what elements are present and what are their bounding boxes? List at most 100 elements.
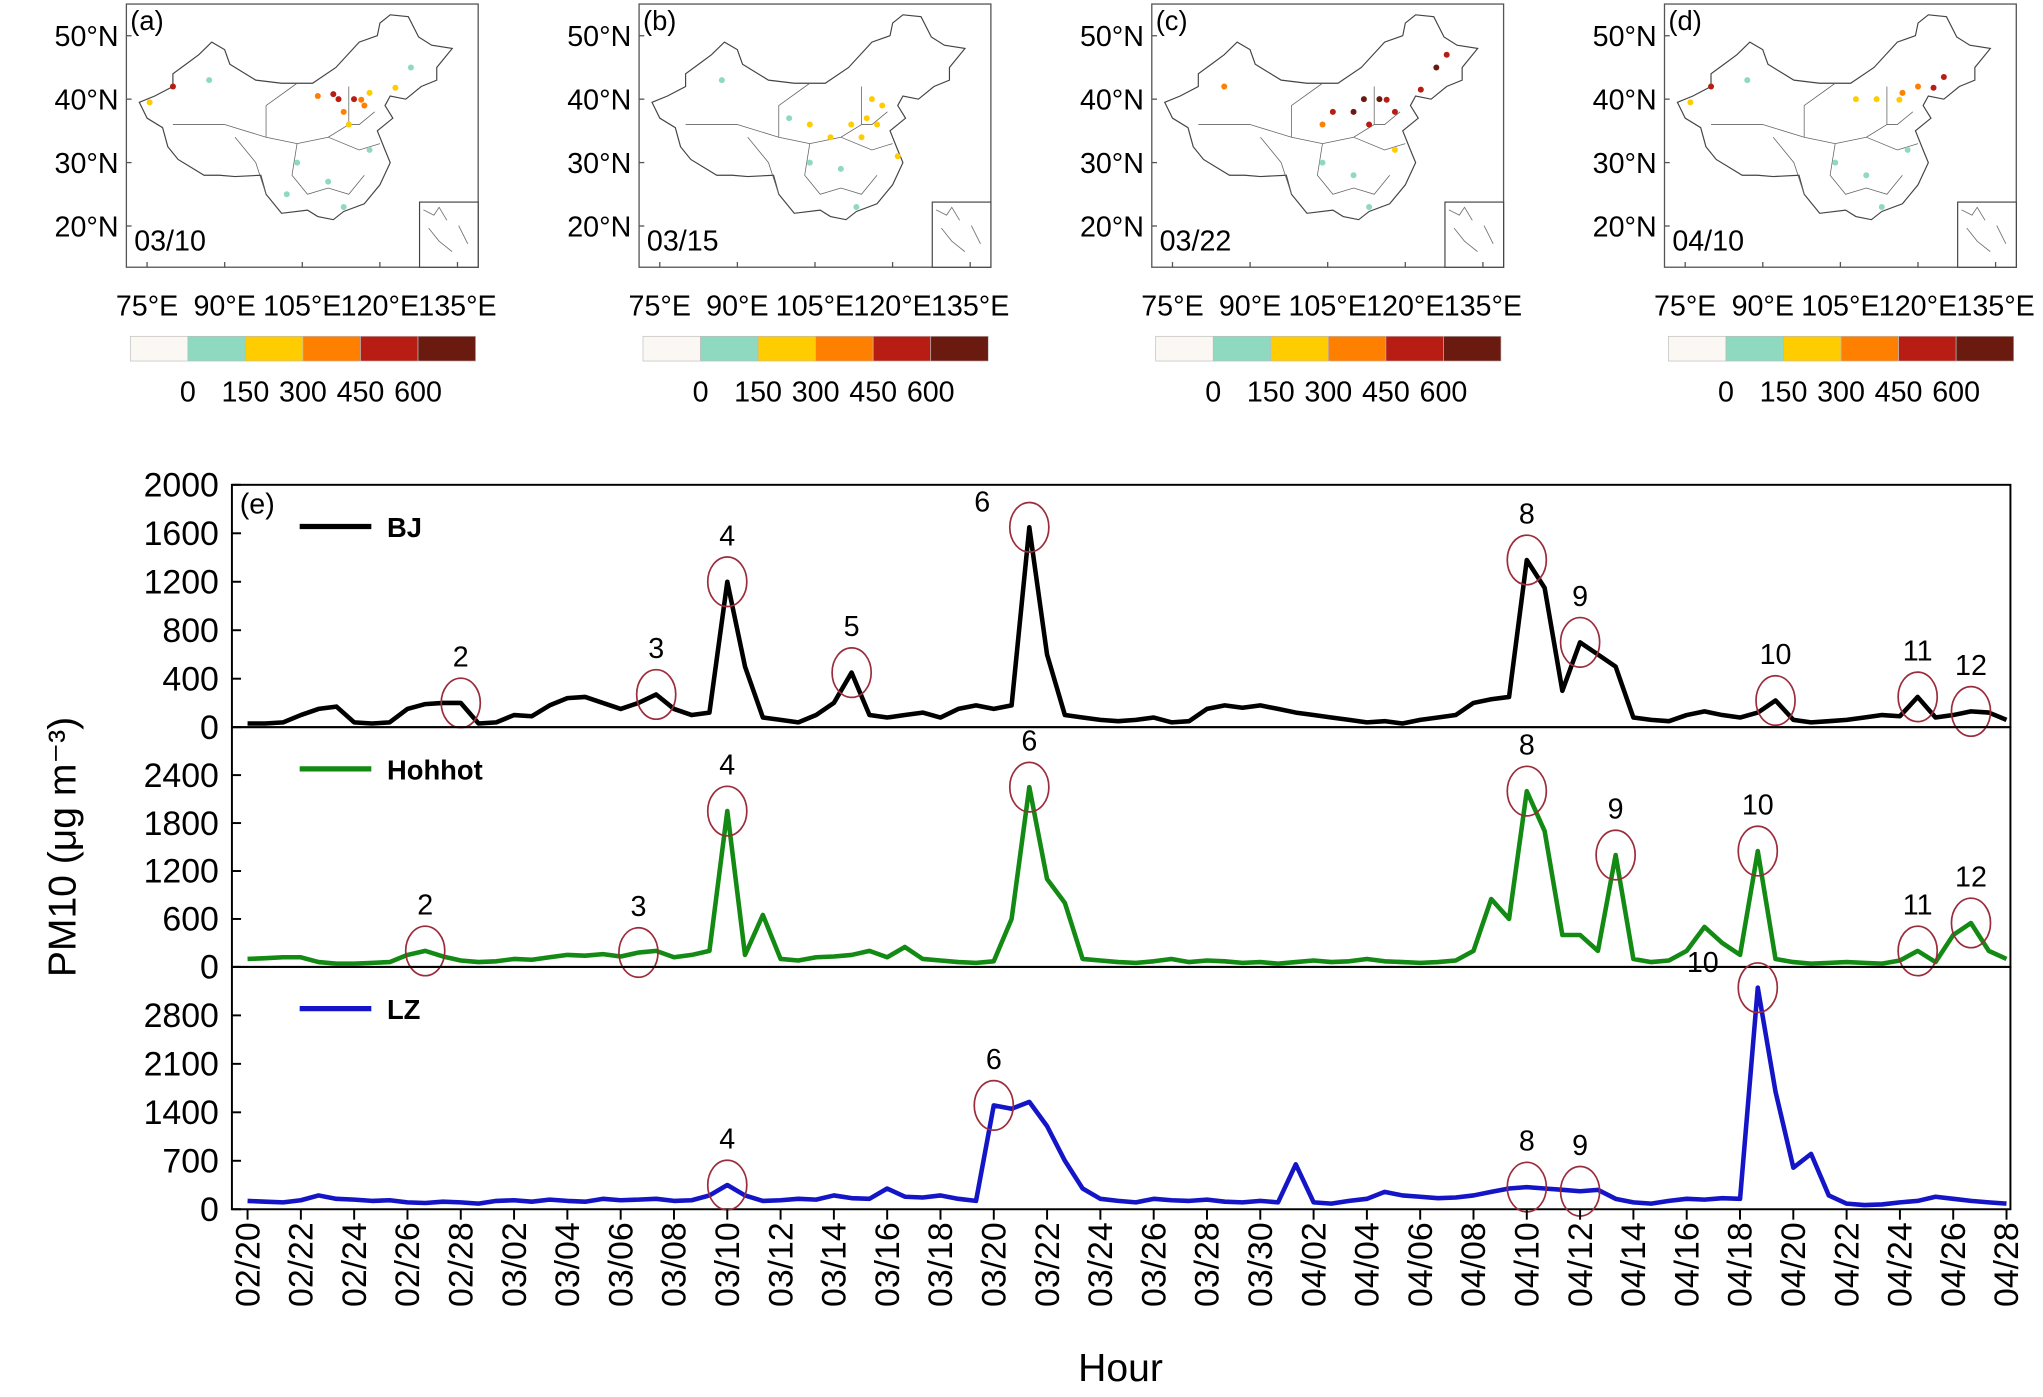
colorbar-segment xyxy=(1385,335,1444,362)
station-dot xyxy=(146,99,153,106)
y-tick-label: 2000 xyxy=(144,467,219,505)
event-label: 2 xyxy=(417,889,433,921)
country-outline xyxy=(651,14,967,221)
station-dot xyxy=(1350,108,1357,115)
colorbar-segment xyxy=(642,335,701,362)
colorbar-segment xyxy=(1212,335,1272,362)
x-tick-label: 04/02 xyxy=(1295,1222,1333,1307)
event-circle xyxy=(1008,761,1050,813)
station-dot xyxy=(325,178,332,185)
event-circle xyxy=(1008,501,1050,553)
colorbar-segment xyxy=(700,335,759,362)
x-tick-label: 105°E xyxy=(1801,290,1879,322)
province-border xyxy=(1803,82,1836,138)
station-dot xyxy=(314,92,321,99)
event-circle xyxy=(1506,534,1548,586)
station-dot xyxy=(1417,86,1424,93)
station-dot xyxy=(1878,203,1885,210)
station-dot xyxy=(366,146,373,153)
x-tick-label: 02/22 xyxy=(283,1222,321,1307)
province-border xyxy=(1316,143,1391,195)
x-tick-label: 02/20 xyxy=(229,1222,267,1307)
date-label: 04/10 xyxy=(1672,225,1744,257)
legend-label: LZ xyxy=(387,994,420,1025)
province-border xyxy=(861,111,888,125)
x-tick-label: 03/04 xyxy=(549,1222,587,1307)
station-dot xyxy=(1914,83,1921,90)
x-tick-label: 04/24 xyxy=(1882,1222,1920,1307)
x-tick-label: 105°E xyxy=(1288,290,1366,322)
station-dot xyxy=(1391,146,1398,153)
y-tick-label: 1600 xyxy=(144,515,219,553)
colorbar-segment xyxy=(302,335,361,362)
station-dot xyxy=(1350,172,1357,179)
station-dot xyxy=(1940,73,1947,80)
x-tick-label: 105°E xyxy=(776,290,854,322)
panel-label: (a) xyxy=(130,5,163,36)
x-tick-label: 02/26 xyxy=(389,1222,427,1307)
colorbar-segment xyxy=(1840,335,1899,362)
event-label: 3 xyxy=(630,891,646,923)
x-tick-label: 03/16 xyxy=(869,1222,907,1307)
colorbar-label: 600 xyxy=(1932,376,1980,408)
station-dot xyxy=(1360,96,1367,103)
station-dot xyxy=(294,159,301,166)
x-tick-label: 03/30 xyxy=(1242,1222,1280,1307)
station-dot xyxy=(1391,108,1398,115)
colorbar-segment xyxy=(187,335,246,362)
event-circle xyxy=(618,926,659,979)
province-border xyxy=(1322,86,1375,144)
colorbar-segment xyxy=(1328,335,1387,362)
colorbar-label: 300 xyxy=(279,376,327,408)
station-dot xyxy=(1329,108,1336,115)
y-tick-label: 40°N xyxy=(55,85,119,117)
province-border xyxy=(234,136,267,195)
event-circle xyxy=(973,1079,1015,1131)
colorbar-segment xyxy=(1668,335,1727,362)
province-border xyxy=(265,82,298,138)
event-label: 10 xyxy=(1742,790,1774,822)
station-dot xyxy=(1433,64,1440,71)
x-tick-label: 03/14 xyxy=(816,1222,854,1307)
colorbar-segment xyxy=(129,335,189,362)
colorbar-label: 600 xyxy=(394,376,442,408)
date-label: 03/10 xyxy=(134,225,206,257)
y-tick-label: 30°N xyxy=(567,148,631,180)
colorbar-segment xyxy=(1955,335,2015,362)
y-tick-label: 40°N xyxy=(567,85,631,117)
province-border xyxy=(1374,111,1401,125)
province-border xyxy=(1260,136,1292,195)
colorbar-segment xyxy=(360,335,419,362)
x-tick-label: 120°E xyxy=(341,290,419,322)
event-circle xyxy=(1506,765,1548,817)
x-tick-label: 90°E xyxy=(193,290,255,322)
x-tick-label: 03/10 xyxy=(709,1222,747,1307)
x-tick-label: 04/08 xyxy=(1455,1222,1493,1307)
station-dot xyxy=(718,77,725,84)
event-label: 8 xyxy=(1519,498,1535,530)
country-outline xyxy=(138,14,454,221)
y-tick-label: 1400 xyxy=(144,1094,219,1132)
station-dot xyxy=(407,64,414,71)
y-tick-label: 2100 xyxy=(144,1046,219,1084)
x-tick-label: 75°E xyxy=(1654,290,1716,322)
station-dot xyxy=(1687,99,1694,106)
colorbar-label: 0 xyxy=(180,376,196,408)
province-border xyxy=(1772,136,1805,195)
country-outline xyxy=(1676,14,1992,221)
event-circle xyxy=(1737,825,1779,877)
x-tick-label: 135°E xyxy=(418,290,496,322)
y-tick-label: 50°N xyxy=(1593,21,1657,53)
colorbar-label: 450 xyxy=(1875,376,1923,408)
event-circle xyxy=(1595,829,1637,881)
country-outline xyxy=(1163,14,1479,221)
station-dot xyxy=(206,77,213,84)
x-tick-label: 04/20 xyxy=(1775,1222,1813,1307)
station-dot xyxy=(1366,203,1373,210)
station-dot xyxy=(330,91,337,98)
station-dot xyxy=(1376,96,1383,103)
x-tick-label: 03/22 xyxy=(1029,1222,1067,1307)
station-dot xyxy=(1319,159,1326,166)
colorbar-label: 450 xyxy=(1362,376,1410,408)
station-dot xyxy=(1708,83,1715,90)
